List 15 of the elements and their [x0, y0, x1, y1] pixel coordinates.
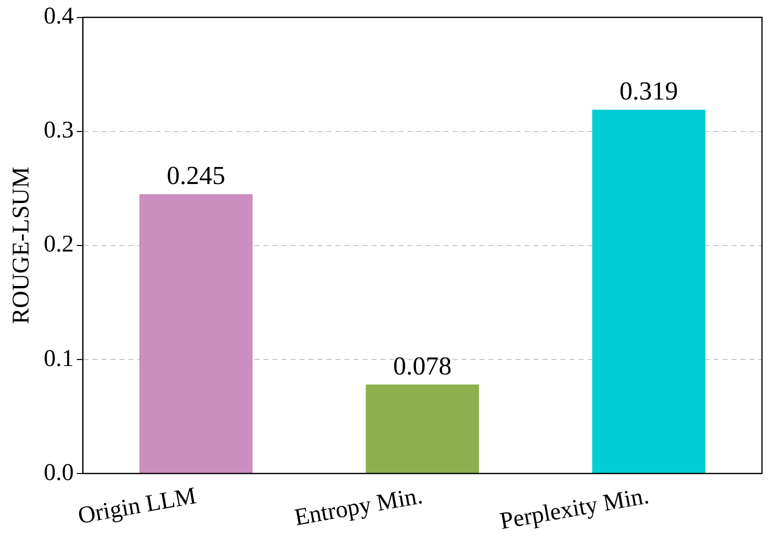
- y-axis-title: ROUGE-LSUM: [8, 166, 35, 324]
- y-tick-label: 0.0: [44, 460, 74, 486]
- x-tick-label: Entropy Min.: [292, 483, 425, 532]
- x-tick-label: Origin LLM: [76, 483, 198, 530]
- y-tick-label: 0.2: [44, 232, 74, 258]
- data-label: 0.078: [393, 351, 452, 380]
- data-label: 0.245: [166, 160, 226, 190]
- data-label: 0.319: [620, 76, 678, 106]
- y-tick-label: 0.1: [44, 346, 74, 372]
- y-tick-label: 0.4: [44, 4, 74, 30]
- bar: [139, 194, 253, 473]
- bar: [592, 110, 706, 473]
- y-tick-label: 0.3: [44, 118, 74, 144]
- bar: [366, 384, 479, 473]
- x-tick-label: Perplexity Min.: [498, 483, 651, 535]
